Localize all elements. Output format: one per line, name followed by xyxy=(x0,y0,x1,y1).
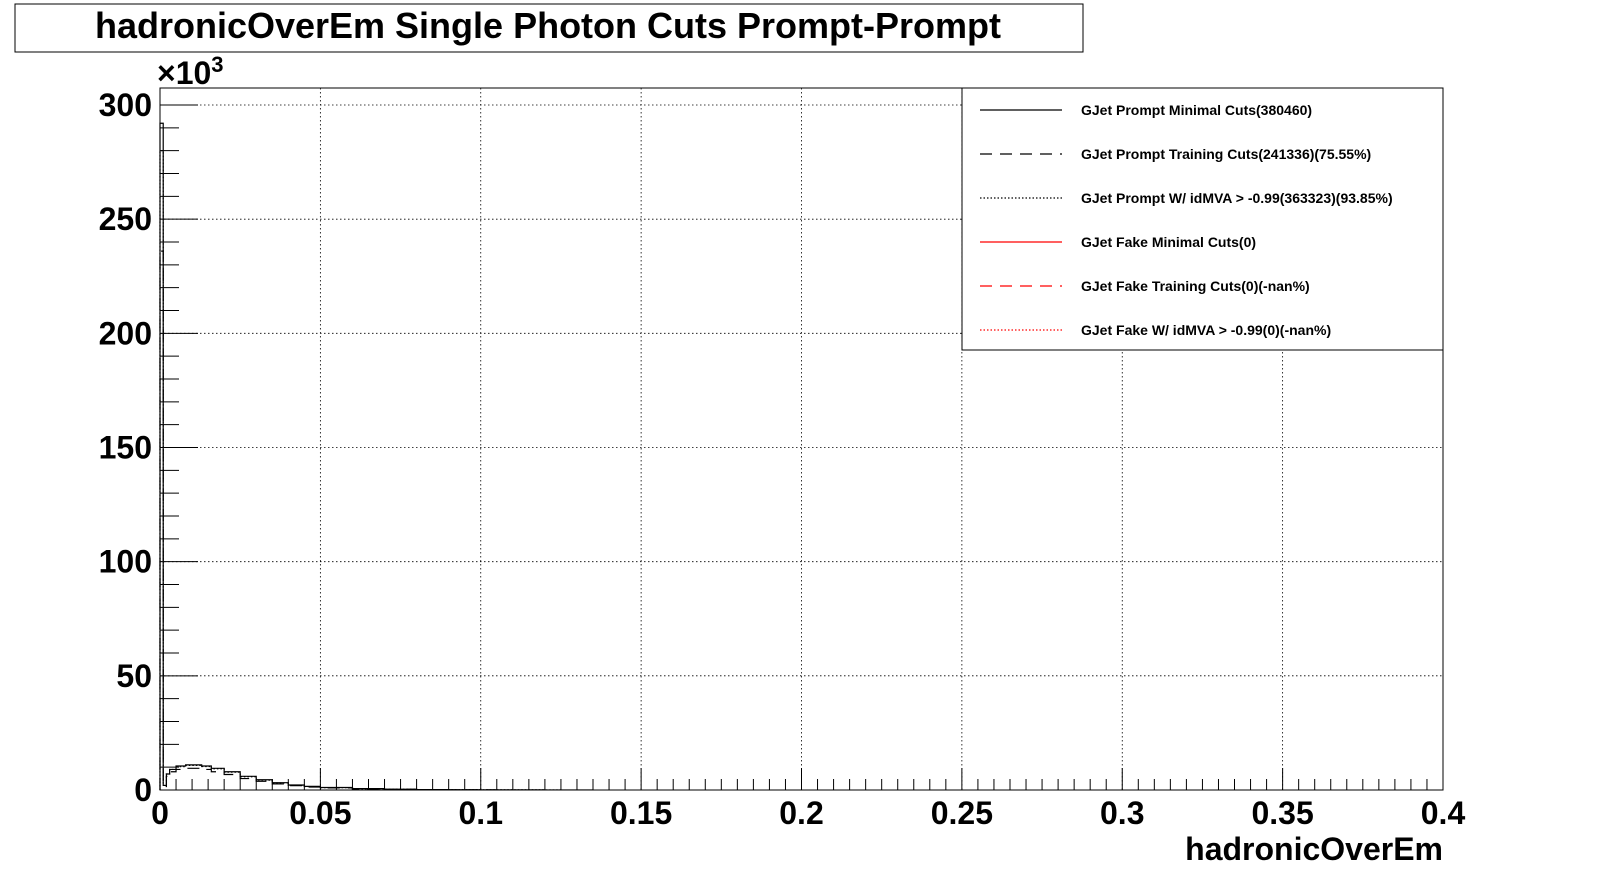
y-tick-label: 200 xyxy=(99,315,152,351)
title-box: hadronicOverEm Single Photon Cuts Prompt… xyxy=(14,3,1084,53)
x-tick-label: 0.25 xyxy=(931,795,993,831)
x-tick-label: 0.35 xyxy=(1251,795,1313,831)
y-multiplier-exp: 3 xyxy=(211,52,223,77)
x-tick-label: 0.15 xyxy=(610,795,672,831)
x-tick-label: 0.4 xyxy=(1421,795,1466,831)
x-axis-title: hadronicOverEm xyxy=(1185,831,1443,867)
y-tick-label: 50 xyxy=(116,658,152,694)
legend-entries: GJet Prompt Minimal Cuts(380460) GJet Pro… xyxy=(980,102,1393,338)
plot-series xyxy=(159,122,594,791)
y-tick-label: 150 xyxy=(99,430,152,466)
series-line xyxy=(159,250,497,791)
tick-labels: 0 0.05 0.1 0.15 0.2 0.25 0.3 0.35 0.4 0 50 100 150 20… xyxy=(99,87,1466,831)
legend-label: GJet Prompt Minimal Cuts(380460) xyxy=(1081,102,1312,118)
x-tick-label: 0.05 xyxy=(289,795,351,831)
x-tick-label: 0.2 xyxy=(779,795,823,831)
legend: GJet Prompt Minimal Cuts(380460) GJet Pro… xyxy=(961,87,1444,351)
y-tick-label: 300 xyxy=(99,87,152,123)
y-multiplier-base: ×10 xyxy=(157,55,211,91)
x-tick-label: 0.1 xyxy=(459,795,503,831)
y-tick-label: 100 xyxy=(99,544,152,580)
svg-text:×103: ×103 xyxy=(157,52,224,91)
y-tick-label: 0 xyxy=(134,772,152,808)
y-tick-label: 250 xyxy=(99,201,152,237)
series-line xyxy=(159,122,594,791)
legend-label: GJet Fake Minimal Cuts(0) xyxy=(1081,234,1256,250)
axis-ticks xyxy=(159,104,1444,791)
x-tick-label: 0.3 xyxy=(1100,795,1144,831)
legend-label: GJet Prompt W/ idMVA > -0.99(363323)(93.… xyxy=(1081,190,1393,206)
x-tick-label: 0 xyxy=(151,795,169,831)
chart-title: hadronicOverEm Single Photon Cuts Prompt… xyxy=(95,5,1001,46)
y-multiplier: ×103 xyxy=(157,52,224,91)
legend-label: GJet Fake Training Cuts(0)(-nan%) xyxy=(1081,278,1310,294)
series-line xyxy=(159,150,561,791)
legend-box xyxy=(961,87,1444,351)
legend-label: GJet Prompt Training Cuts(241336)(75.55%… xyxy=(1081,146,1371,162)
legend-label: GJet Fake W/ idMVA > -0.99(0)(-nan%) xyxy=(1081,322,1331,338)
